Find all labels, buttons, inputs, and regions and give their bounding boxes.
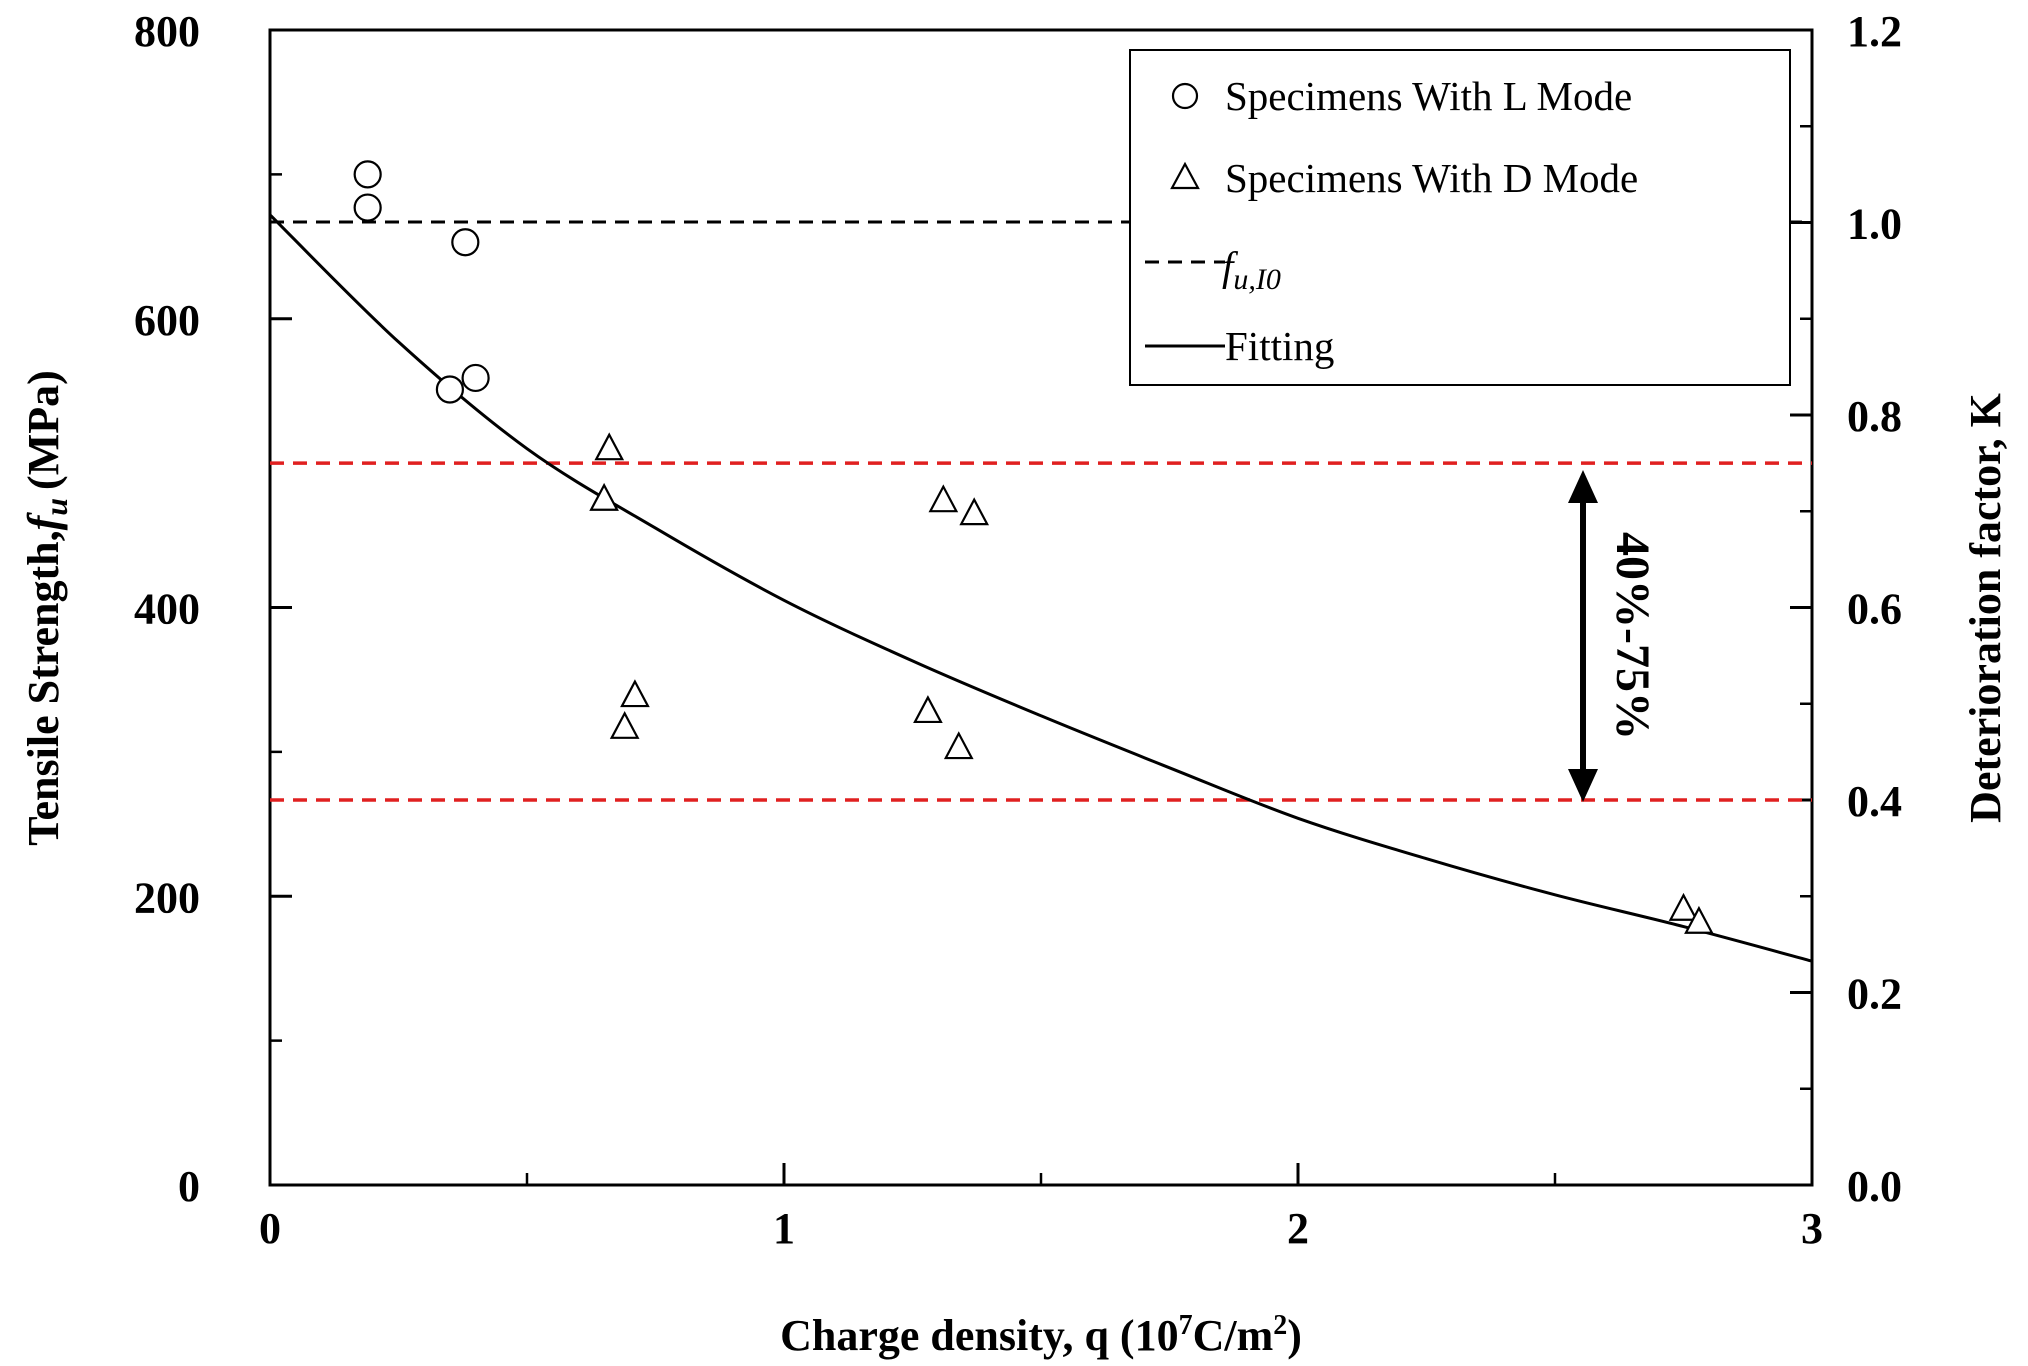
d-mode-point xyxy=(1668,892,1699,921)
data-points xyxy=(353,160,1714,934)
legend-box xyxy=(1129,49,1791,386)
l-mode-point xyxy=(451,228,480,257)
y2-axis-title: Deterioration factor, K xyxy=(1961,393,2010,823)
range-arrow-head-up xyxy=(1568,470,1598,503)
range-annotation-label: 40%-75% xyxy=(1606,532,1659,740)
range-annotation: 40%-75% xyxy=(1568,470,1659,802)
fitting-curve-group xyxy=(268,213,1813,963)
y-title-main: Tensile Strength, xyxy=(19,530,68,845)
tick-labels: 0 1 2 3 0 200 400 600 800 0.0 0.2 0.4 0.6 0.8 1.0 1.2 xyxy=(134,7,1902,1253)
x-title-mid: C/m xyxy=(1193,1311,1274,1360)
y-title-var: f xyxy=(19,511,68,530)
legend-ref-sub: u,I0 xyxy=(1233,263,1281,296)
l-mode-point xyxy=(435,375,464,404)
y-axis-title: Tensile Strength,fu (MPa) xyxy=(19,370,74,846)
y-tick-label: 200 xyxy=(134,873,200,922)
y2-tick-label: 1.0 xyxy=(1847,200,1902,249)
x-tick-label: 2 xyxy=(1287,1204,1309,1253)
fitting-curve xyxy=(268,213,1813,963)
d-mode-point xyxy=(589,482,619,511)
x-title-main: Charge density, q (10 xyxy=(780,1311,1178,1360)
d-mode-point xyxy=(1684,905,1714,934)
l-mode-point xyxy=(353,160,382,189)
y-tick-label: 600 xyxy=(134,296,200,345)
d-mode-point xyxy=(594,432,625,461)
d-mode-point xyxy=(913,695,943,724)
y2-tick-label: 0.2 xyxy=(1847,970,1902,1019)
d-mode-point xyxy=(928,484,959,513)
x-tick-label: 0 xyxy=(259,1204,281,1253)
x-axis-title: Charge density, q (107C/m2) xyxy=(780,1310,1302,1360)
x-title-sup2: 2 xyxy=(1273,1310,1287,1341)
y-tick-label: 400 xyxy=(134,585,200,634)
legend-l-mode-label: Specimens With L Mode xyxy=(1225,73,1632,119)
y-tick-label: 0 xyxy=(178,1162,200,1211)
d-mode-point xyxy=(959,497,990,526)
legend-fitting-label: Fitting xyxy=(1225,323,1334,369)
y-title-unit: (MPa) xyxy=(19,370,68,490)
y2-tick-label: 0.6 xyxy=(1847,585,1902,634)
x-title-end: ) xyxy=(1287,1311,1302,1360)
d-mode-point xyxy=(943,731,974,760)
x-tick-label: 3 xyxy=(1801,1204,1823,1253)
legend: Specimens With L Mode Specimens With D M… xyxy=(1129,49,1791,386)
y-tick-label: 800 xyxy=(134,7,200,56)
d-mode-point xyxy=(609,710,640,739)
y2-tick-label: 1.2 xyxy=(1847,7,1902,56)
range-arrow-head-down xyxy=(1568,769,1598,802)
x-title-sup1: 7 xyxy=(1179,1310,1193,1341)
legend-circle-marker xyxy=(1171,82,1199,110)
y-title-sub: u xyxy=(38,498,74,516)
legend-d-mode-label: Specimens With D Mode xyxy=(1225,155,1638,201)
y2-tick-label: 0.8 xyxy=(1847,392,1902,441)
y2-tick-label: 0.0 xyxy=(1847,1162,1902,1211)
x-tick-label: 1 xyxy=(773,1204,795,1253)
l-mode-point xyxy=(353,193,382,222)
legend-triangle-marker xyxy=(1170,161,1200,190)
y2-tick-label: 0.4 xyxy=(1847,777,1902,826)
l-mode-point xyxy=(461,363,490,393)
reference-lines xyxy=(270,220,1812,802)
d-mode-point xyxy=(620,679,650,708)
